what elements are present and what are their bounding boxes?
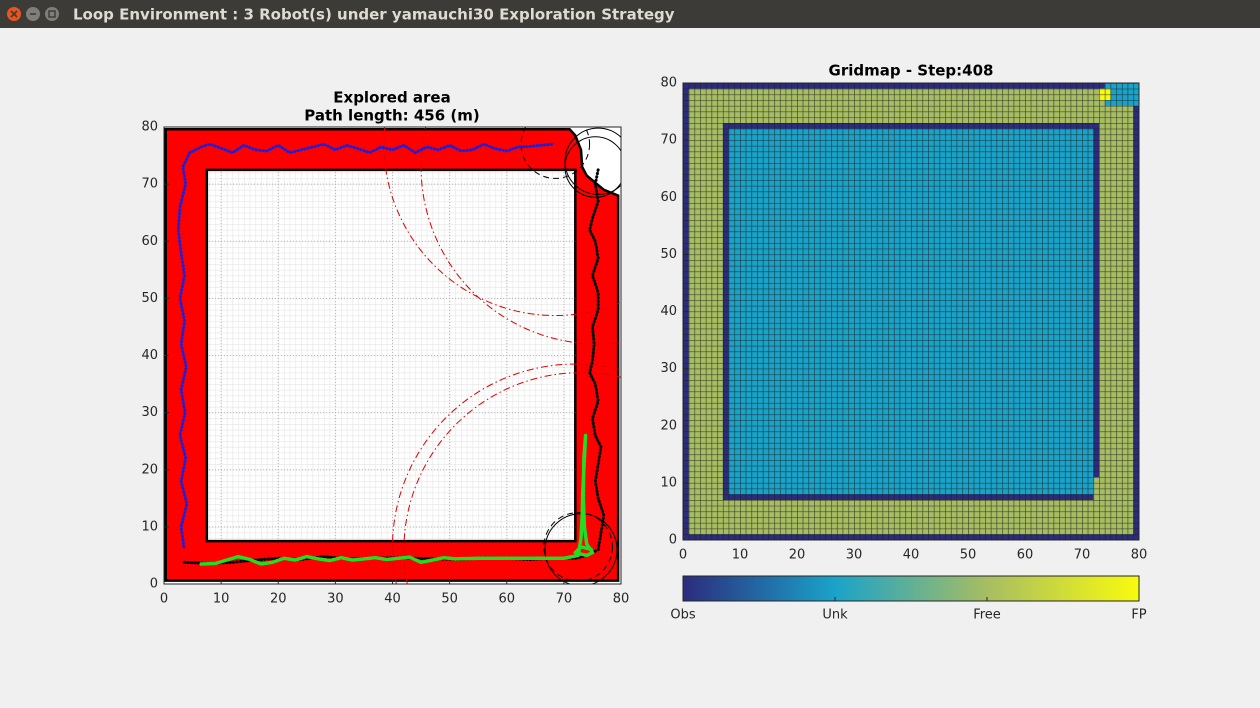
y-tick-label: 40 <box>660 304 677 319</box>
x-tick-label: 80 <box>613 592 630 607</box>
y-tick-label: 80 <box>660 76 677 91</box>
window-title: Loop Environment : 3 Robot(s) under yama… <box>73 6 675 24</box>
y-tick-label: 70 <box>660 133 677 148</box>
y-tick-label: 30 <box>660 361 677 376</box>
x-tick-label: 40 <box>903 548 920 563</box>
range-circle <box>383 127 621 316</box>
x-tick-label: 50 <box>960 548 977 563</box>
range-circle <box>420 127 621 345</box>
close-icon <box>10 10 18 18</box>
title-bar <box>0 0 1260 28</box>
x-tick-label: 70 <box>1074 548 1091 563</box>
x-tick-label: 60 <box>1017 548 1034 563</box>
cell-grid <box>683 83 1139 540</box>
sensor-circles <box>383 127 621 584</box>
free-interior <box>205 168 577 543</box>
colorbar-label: Obs <box>670 608 695 623</box>
x-tick-label: 20 <box>270 592 287 607</box>
range-circle <box>392 363 621 584</box>
x-tick-label: 20 <box>789 548 806 563</box>
y-tick-label: 0 <box>669 533 677 548</box>
y-tick-label: 10 <box>660 475 677 490</box>
y-tick-label: 70 <box>141 177 158 192</box>
range-circle <box>543 512 613 582</box>
robot-path <box>176 142 554 549</box>
maximize-icon <box>48 10 56 18</box>
x-tick-label: 80 <box>1131 548 1148 563</box>
robot-path <box>199 433 595 566</box>
x-tick-label: 30 <box>327 592 344 607</box>
x-tick-label: 60 <box>498 592 515 607</box>
x-tick-label: 70 <box>556 592 573 607</box>
colorbar-label: FP <box>1131 608 1146 623</box>
y-tick-label: 30 <box>141 405 158 420</box>
chart-title: Explored area <box>333 89 450 107</box>
x-tick-label: 50 <box>441 592 458 607</box>
chart-subtitle: Path length: 456 (m) <box>304 107 479 125</box>
x-tick-label: 0 <box>679 548 687 563</box>
y-tick-label: 50 <box>660 247 677 262</box>
y-tick-label: 20 <box>660 418 677 433</box>
x-tick-label: 10 <box>213 592 230 607</box>
colorbar-label: Free <box>973 608 1001 623</box>
y-tick-label: 60 <box>141 234 158 249</box>
x-tick-label: 30 <box>846 548 863 563</box>
x-tick-label: 0 <box>160 592 168 607</box>
maximize-button[interactable] <box>45 7 59 21</box>
chart-title: Gridmap - Step:408 <box>829 62 994 80</box>
colorbar-label: Unk <box>822 608 848 623</box>
range-circle <box>520 127 591 179</box>
y-tick-label: 0 <box>150 577 158 592</box>
grid <box>206 169 576 542</box>
y-tick-label: 20 <box>141 462 158 477</box>
range-circle <box>403 372 621 584</box>
y-tick-label: 80 <box>141 120 158 135</box>
y-tick-label: 40 <box>141 348 158 363</box>
y-tick-label: 50 <box>141 291 158 306</box>
y-tick-label: 60 <box>660 190 677 205</box>
y-tick-label: 10 <box>141 519 158 534</box>
x-tick-label: 10 <box>732 548 749 563</box>
colorbar <box>682 575 1140 602</box>
x-tick-label: 40 <box>384 592 401 607</box>
